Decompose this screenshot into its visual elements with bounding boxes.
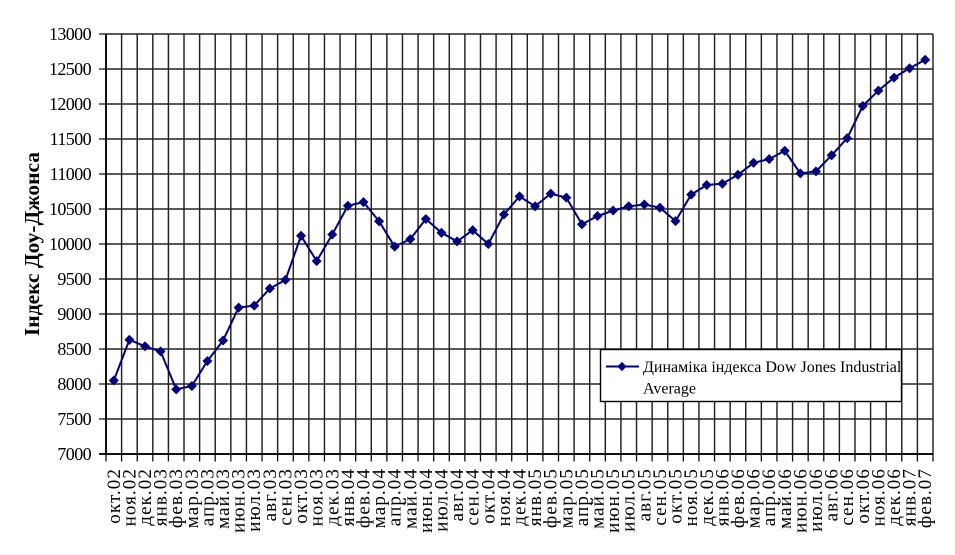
svg-text:7000: 7000 bbox=[57, 444, 91, 464]
svg-text:сен.05: сен.05 bbox=[650, 468, 671, 526]
svg-text:июн.03: июн.03 bbox=[229, 468, 250, 533]
svg-text:июн.04: июн.04 bbox=[416, 468, 437, 533]
svg-text:авг.06: авг.06 bbox=[822, 468, 843, 521]
svg-text:ноя.02: ноя.02 bbox=[119, 468, 140, 526]
svg-text:окт.05: окт.05 bbox=[666, 468, 687, 524]
svg-text:13000: 13000 bbox=[49, 24, 92, 44]
svg-text:авг.03: авг.03 bbox=[260, 468, 281, 521]
svg-text:дек.06: дек.06 bbox=[884, 468, 905, 526]
svg-text:янв.07: янв.07 bbox=[900, 468, 921, 526]
svg-text:окт.06: окт.06 bbox=[853, 468, 874, 524]
svg-text:фев.04: фев.04 bbox=[353, 468, 374, 528]
svg-text:апр.05: апр.05 bbox=[572, 468, 593, 526]
svg-text:июн.06: июн.06 bbox=[790, 468, 811, 533]
svg-text:май.06: май.06 bbox=[775, 468, 796, 529]
svg-text:7500: 7500 bbox=[57, 409, 91, 429]
svg-text:окт.02: окт.02 bbox=[104, 468, 125, 524]
svg-text:янв.06: янв.06 bbox=[712, 468, 733, 526]
svg-text:май.03: май.03 bbox=[213, 468, 234, 529]
svg-text:дек.02: дек.02 bbox=[135, 468, 156, 526]
svg-text:сен.04: сен.04 bbox=[463, 468, 484, 526]
svg-text:11500: 11500 bbox=[50, 129, 92, 149]
svg-text:сен.06: сен.06 bbox=[837, 468, 858, 526]
svg-text:дек.03: дек.03 bbox=[322, 468, 343, 526]
svg-text:12000: 12000 bbox=[49, 94, 92, 114]
svg-text:дек.04: дек.04 bbox=[510, 468, 531, 526]
svg-text:9000: 9000 bbox=[57, 304, 91, 324]
svg-text:ноя.03: ноя.03 bbox=[307, 468, 328, 526]
svg-text:май.04: май.04 bbox=[400, 468, 421, 529]
svg-text:12500: 12500 bbox=[49, 59, 92, 79]
svg-text:8500: 8500 bbox=[57, 339, 91, 359]
svg-text:мар.04: мар.04 bbox=[369, 468, 390, 528]
svg-text:июл.05: июл.05 bbox=[619, 468, 640, 532]
svg-text:мар.06: мар.06 bbox=[744, 468, 765, 528]
svg-text:окт.03: окт.03 bbox=[291, 468, 312, 524]
svg-text:мар.03: мар.03 bbox=[182, 468, 203, 528]
svg-text:авг.04: авг.04 bbox=[447, 468, 468, 521]
svg-text:10000: 10000 bbox=[49, 234, 92, 254]
svg-text:10500: 10500 bbox=[49, 199, 92, 219]
svg-text:фев.06: фев.06 bbox=[728, 468, 749, 528]
svg-text:май.05: май.05 bbox=[588, 468, 609, 529]
svg-text:дек.05: дек.05 bbox=[697, 468, 718, 526]
svg-text:фев.03: фев.03 bbox=[166, 468, 187, 528]
svg-text:ноя.04: ноя.04 bbox=[494, 468, 515, 526]
svg-text:июл.06: июл.06 bbox=[806, 468, 827, 532]
svg-text:апр.03: апр.03 bbox=[197, 468, 218, 526]
svg-text:янв.04: янв.04 bbox=[338, 468, 359, 526]
svg-text:Average: Average bbox=[643, 381, 696, 398]
svg-text:апр.06: апр.06 bbox=[759, 468, 780, 526]
svg-text:Динаміка індекса Dow Jones Ind: Динаміка індекса Dow Jones Industrial bbox=[643, 359, 902, 376]
svg-text:сен.03: сен.03 bbox=[275, 468, 296, 526]
svg-text:апр.04: апр.04 bbox=[385, 468, 406, 526]
svg-text:окт.04: окт.04 bbox=[478, 468, 499, 524]
svg-text:янв.05: янв.05 bbox=[525, 468, 546, 526]
svg-text:8000: 8000 bbox=[57, 374, 91, 394]
svg-text:янв.03: янв.03 bbox=[151, 468, 172, 526]
svg-text:ноя.05: ноя.05 bbox=[681, 468, 702, 526]
svg-text:фев.07: фев.07 bbox=[915, 468, 936, 528]
svg-text:фев.05: фев.05 bbox=[541, 468, 562, 528]
svg-text:9500: 9500 bbox=[57, 269, 91, 289]
svg-text:11000: 11000 bbox=[50, 164, 92, 184]
svg-text:июл.04: июл.04 bbox=[431, 468, 452, 532]
svg-text:Індекс Доу-Джонса: Індекс Доу-Джонса bbox=[20, 152, 44, 336]
svg-text:июл.03: июл.03 bbox=[244, 468, 265, 532]
svg-text:авг.05: авг.05 bbox=[634, 468, 655, 521]
svg-text:мар.05: мар.05 bbox=[556, 468, 577, 528]
svg-text:июн.05: июн.05 bbox=[603, 468, 624, 533]
svg-text:ноя.06: ноя.06 bbox=[868, 468, 889, 526]
